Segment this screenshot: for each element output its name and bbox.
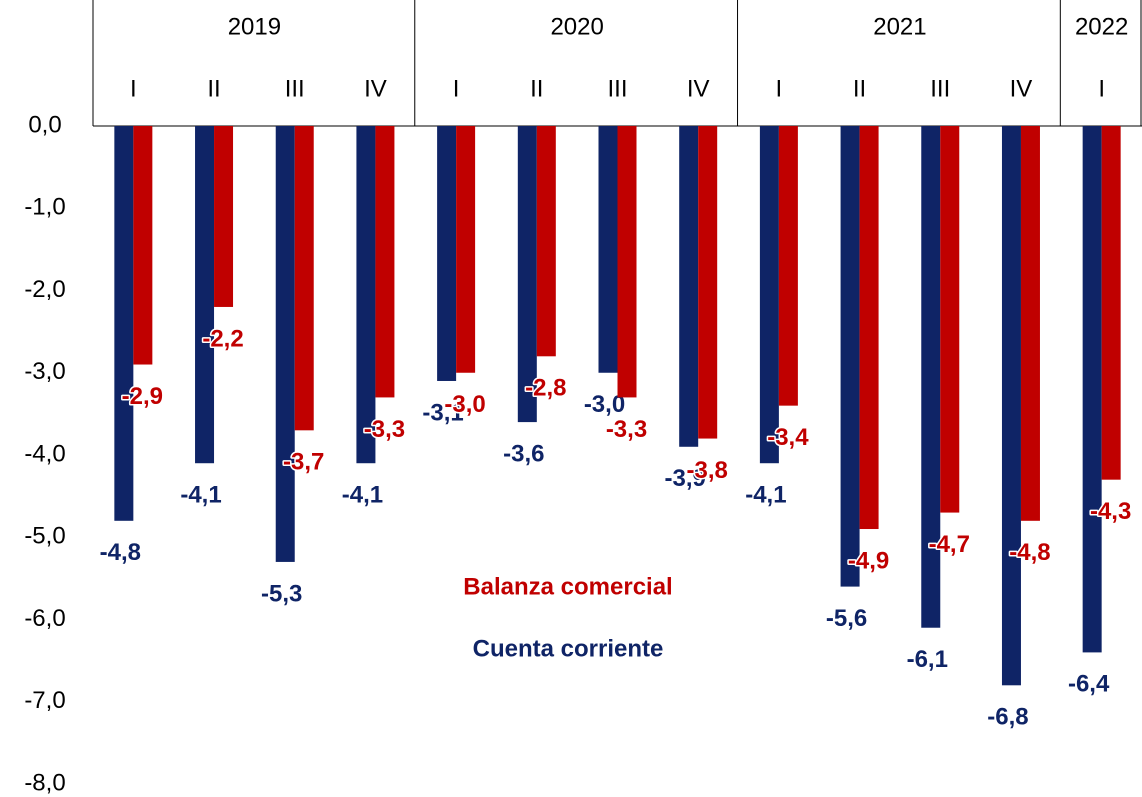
x-tick-label: IV [687,75,710,102]
x-tick-label: I [776,75,783,102]
x-tick-label: II [530,75,543,102]
x-tick-label: I [130,75,137,102]
value-label: -4,8 [100,539,141,566]
value-label: -3,1 [422,399,463,426]
bar [617,126,637,398]
value-label: -3,7 [283,449,324,476]
value-label: -4,1 [342,482,383,509]
value-label: -4,1 [180,482,221,509]
bar [1082,126,1102,653]
y-tick-label: -4,0 [24,440,65,467]
bar [1020,126,1040,521]
bar [679,126,699,447]
bar [598,126,618,373]
bar [778,126,798,406]
x-tick-label: I [1098,75,1105,102]
bar [356,126,376,464]
value-label: -4,7 [929,531,970,558]
value-label: -4,8 [1009,539,1050,566]
bar [840,126,860,587]
value-label: -6,8 [987,704,1028,731]
bar [294,126,314,431]
value-label: -6,1 [907,646,948,673]
bar [133,126,153,365]
x-tick-label: I [453,75,460,102]
x-tick-label: II [207,75,220,102]
bar [859,126,879,530]
value-label: -3,4 [767,424,809,451]
value-label: -6,4 [1068,671,1110,698]
y-tick-label: -5,0 [24,523,65,550]
y-tick-label: -6,0 [24,605,65,632]
bar [437,126,457,381]
value-label: -3,6 [503,440,544,467]
y-tick-label: -1,0 [24,194,65,221]
bar [921,126,941,628]
year-label: 2021 [873,13,926,40]
value-label: -3,3 [606,416,647,443]
value-label: -2,9 [122,383,163,410]
value-label: -5,3 [261,580,302,607]
x-tick-label: IV [1010,75,1033,102]
bar [275,126,295,562]
legend-entry: Balanza comercial [463,573,672,600]
x-tick-label: IV [364,75,387,102]
value-label: -4,1 [745,482,786,509]
bar [214,126,234,307]
x-tick-label: III [930,75,950,102]
bar [1001,126,1021,686]
value-label: -3,8 [687,457,728,484]
value-label: -5,6 [826,605,867,632]
bar [698,126,718,439]
year-label: 2019 [228,13,281,40]
bar [517,126,537,423]
value-label: -4,9 [848,547,889,574]
bar [759,126,779,464]
y-tick-label: -2,0 [24,276,65,303]
bar [940,126,960,513]
value-label: -2,8 [525,375,566,402]
legend-entry: Cuenta corriente [473,635,664,662]
value-label: -2,2 [202,325,243,352]
bar [456,126,476,373]
x-tick-label: III [607,75,627,102]
bar [114,126,134,521]
bar [375,126,395,398]
y-tick-label: -8,0 [24,769,65,796]
y-tick-label: -7,0 [24,687,65,714]
y-tick-label: 0,0 [28,111,61,138]
bar [1101,126,1121,480]
y-tick-label: -3,0 [24,358,65,385]
year-label: 2022 [1075,13,1128,40]
x-tick-label: II [853,75,866,102]
bar [195,126,215,464]
year-label: 2020 [550,13,603,40]
value-label: -4,3 [1090,498,1131,525]
x-tick-label: III [285,75,305,102]
value-label: -3,9 [665,465,706,492]
value-label: -3,3 [364,416,405,443]
value-label: -3,0 [444,391,485,418]
bar [536,126,556,357]
